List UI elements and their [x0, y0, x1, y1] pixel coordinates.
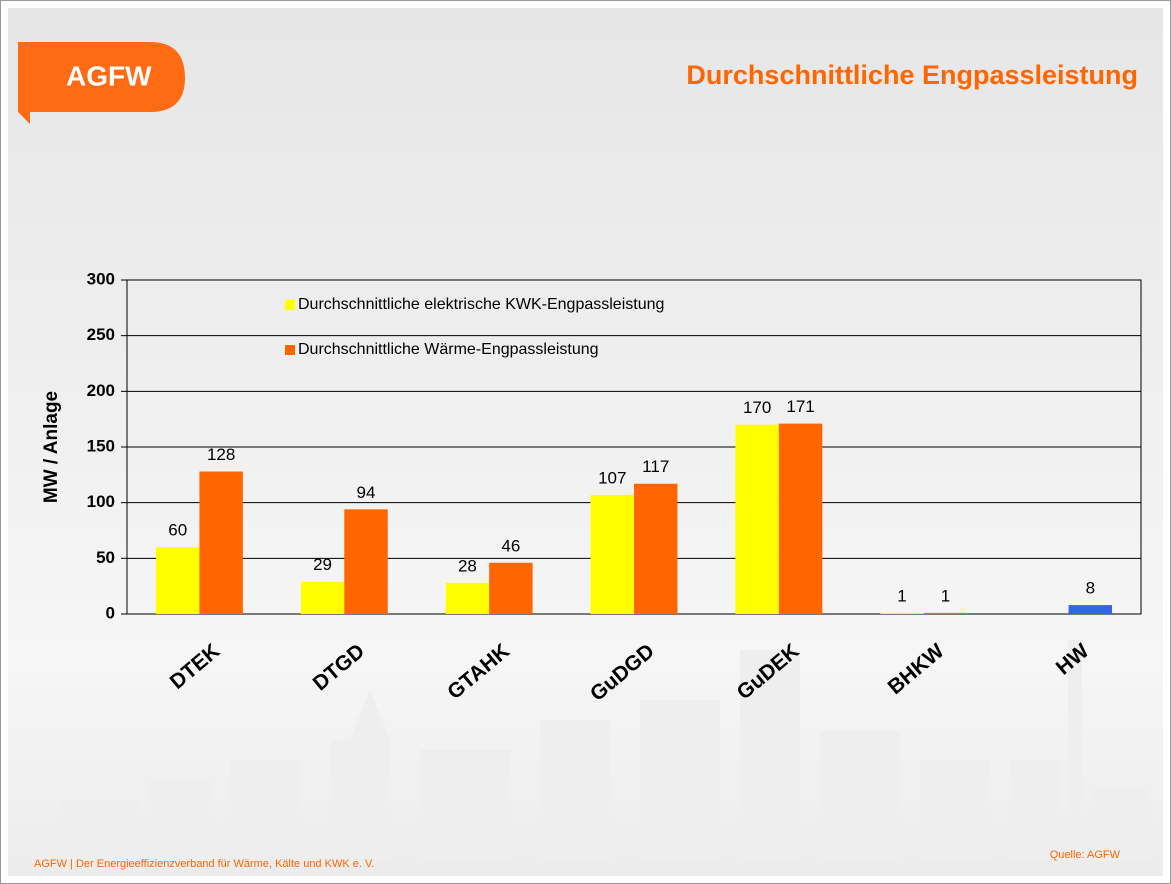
legend-label: Durchschnittliche Wärme-Engpassleistung: [298, 341, 599, 358]
bar: [1068, 605, 1113, 614]
bar: [735, 424, 779, 614]
y-tick-label: 50: [96, 548, 115, 567]
value-label: 1: [897, 586, 906, 605]
y-tick-label: 100: [87, 492, 115, 511]
logo-text: AGFW: [66, 60, 152, 91]
bar: [344, 509, 388, 614]
bar: [778, 423, 823, 614]
y-tick-label: 150: [87, 436, 115, 455]
chart-title: Durchschnittliche Engpassleistung: [686, 60, 1138, 90]
value-label: 128: [207, 445, 235, 464]
value-label: 46: [501, 536, 520, 555]
legend-label: Durchschnittliche elektrische KWK-Engpas…: [298, 296, 664, 313]
value-label: 60: [168, 521, 187, 540]
logo-shape: [18, 42, 185, 124]
bar: [300, 581, 345, 614]
value-label: 107: [598, 468, 626, 487]
value-label: 28: [458, 556, 477, 575]
value-label: 117: [642, 457, 669, 476]
bar: [634, 483, 678, 614]
bar: [199, 471, 243, 614]
footer: AGFW | Der Energieeffizienzverband für W…: [34, 858, 374, 870]
bar: [445, 582, 490, 614]
skyline: [60, 640, 1150, 860]
bar: [590, 494, 634, 614]
source: Quelle: AGFW: [1050, 849, 1121, 861]
value-label: 29: [313, 555, 332, 574]
legend-swatch: [285, 300, 295, 310]
value-label: 171: [786, 397, 814, 416]
y-axis-label: MW / Anlage: [41, 391, 62, 503]
value-label: 170: [743, 398, 771, 417]
bar: [923, 612, 968, 614]
bar: [880, 612, 924, 614]
value-label: 1: [941, 586, 950, 605]
value-label: 8: [1086, 579, 1095, 598]
y-tick-label: 300: [87, 269, 115, 288]
legend-swatch: [285, 345, 295, 355]
bar: [489, 562, 533, 614]
bar: [155, 547, 200, 614]
y-tick-label: 0: [106, 603, 115, 622]
value-label: 94: [357, 483, 376, 502]
y-tick-label: 250: [87, 325, 115, 344]
y-tick-label: 200: [87, 381, 115, 400]
